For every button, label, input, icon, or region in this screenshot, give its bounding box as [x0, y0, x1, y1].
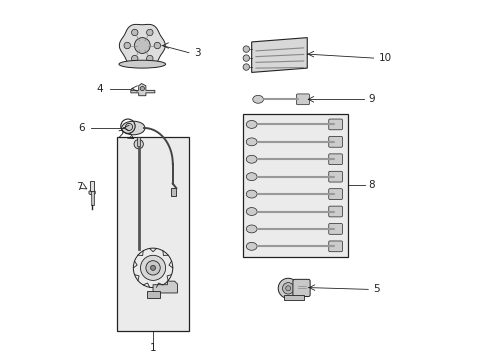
FancyBboxPatch shape — [328, 206, 342, 217]
FancyBboxPatch shape — [328, 154, 342, 165]
Text: 5: 5 — [373, 284, 380, 294]
Text: 1: 1 — [149, 343, 156, 353]
FancyBboxPatch shape — [296, 94, 309, 105]
Polygon shape — [153, 281, 177, 293]
Ellipse shape — [122, 121, 144, 135]
Polygon shape — [119, 24, 165, 67]
Circle shape — [278, 278, 298, 298]
Ellipse shape — [246, 225, 257, 233]
FancyBboxPatch shape — [328, 224, 342, 234]
FancyBboxPatch shape — [328, 241, 342, 252]
Circle shape — [146, 55, 153, 62]
Ellipse shape — [119, 60, 165, 68]
Circle shape — [154, 42, 160, 49]
Text: 2: 2 — [118, 130, 124, 140]
Circle shape — [140, 255, 165, 280]
FancyBboxPatch shape — [292, 279, 309, 297]
Circle shape — [125, 123, 132, 131]
Circle shape — [131, 29, 138, 36]
FancyBboxPatch shape — [328, 119, 342, 130]
Text: 8: 8 — [367, 180, 374, 190]
FancyBboxPatch shape — [328, 189, 342, 199]
Ellipse shape — [246, 173, 257, 181]
Ellipse shape — [246, 242, 257, 250]
Text: 10: 10 — [378, 53, 391, 63]
Circle shape — [146, 29, 153, 36]
Circle shape — [243, 64, 249, 70]
Bar — [170, 188, 176, 196]
FancyBboxPatch shape — [328, 136, 342, 147]
Text: 6: 6 — [78, 123, 85, 133]
Text: 3: 3 — [194, 48, 201, 58]
Ellipse shape — [246, 121, 257, 129]
Bar — [146, 291, 159, 298]
Text: 4: 4 — [96, 84, 102, 94]
Circle shape — [131, 55, 138, 62]
Ellipse shape — [246, 190, 257, 198]
FancyBboxPatch shape — [328, 171, 342, 182]
Circle shape — [243, 55, 249, 61]
Polygon shape — [89, 190, 95, 195]
Polygon shape — [131, 84, 155, 96]
Circle shape — [145, 261, 160, 275]
Bar — [90, 181, 94, 192]
Polygon shape — [251, 38, 306, 72]
Circle shape — [150, 265, 155, 270]
Ellipse shape — [246, 155, 257, 163]
Bar — [90, 192, 93, 205]
Bar — [117, 137, 188, 330]
Text: 9: 9 — [367, 94, 374, 104]
Circle shape — [134, 38, 150, 53]
Ellipse shape — [252, 95, 263, 103]
Bar — [284, 295, 303, 300]
Circle shape — [140, 86, 144, 91]
Bar — [137, 137, 140, 146]
Circle shape — [134, 139, 143, 149]
Circle shape — [282, 283, 293, 294]
Bar — [242, 114, 348, 257]
Ellipse shape — [246, 138, 257, 146]
Text: 7: 7 — [76, 182, 82, 192]
Circle shape — [124, 42, 130, 49]
Circle shape — [243, 46, 249, 52]
Circle shape — [285, 286, 290, 291]
Ellipse shape — [246, 208, 257, 215]
